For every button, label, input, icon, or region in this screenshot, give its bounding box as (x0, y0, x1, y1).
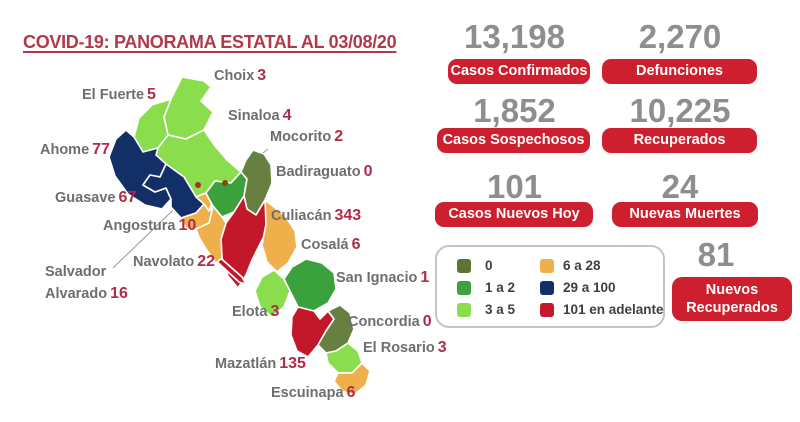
legend-label: 101 en adelante (563, 302, 664, 317)
legend-swatch-0 (457, 259, 471, 273)
municipality-value: 10 (178, 217, 197, 234)
deaths-badge: Defunciones (602, 59, 757, 84)
municipality-value: 3 (257, 67, 267, 84)
municipality-value: 6 (346, 384, 356, 401)
legend-label: 6 a 28 (563, 258, 601, 273)
suspected-cases-number: 1,852 (473, 92, 556, 129)
municipality-name: Cosalá (301, 237, 349, 253)
municipality-value: 0 (422, 313, 432, 330)
municipality-value: 343 (334, 207, 362, 224)
confirmed-cases-number: 13,198 (464, 18, 565, 55)
municipality-value: 0 (363, 163, 373, 180)
municipality-name: Mocorito (270, 129, 332, 145)
municipality-value: 6 (351, 236, 361, 253)
municipality-name: El Fuerte (82, 87, 145, 103)
label-culiacan: Culiacán 343 (271, 206, 361, 225)
label-escuinapa: Escuinapa 6 (271, 383, 355, 402)
municipality-name: Sinaloa (228, 108, 280, 124)
municipality-name: Navolato (133, 254, 195, 270)
legend-label: 1 a 2 (485, 280, 516, 295)
region-cosala (261, 199, 298, 273)
recovered-number: 10,225 (629, 92, 731, 129)
new-recovered-number: 81 (697, 236, 735, 273)
municipality-name: Culiacán (271, 208, 332, 224)
recovered-badge: Recuperados (602, 128, 757, 153)
municipality-name: Mazatlán (215, 356, 277, 372)
suspected-cases-badge: Casos Sospechosos (437, 128, 590, 153)
municipality-value: 3 (437, 339, 447, 356)
label-angostura: Angostura 10 (103, 216, 196, 235)
label-navolato: Navolato 22 (133, 252, 215, 271)
label-mazatlan: Mazatlán 135 (215, 354, 306, 373)
map-legend: 0 1 a 2 3 a 5 6 a 28 29 a 100 101 en ade… (435, 245, 665, 328)
legend-label: 29 a 100 (563, 280, 616, 295)
label-el-rosario: El Rosario 3 (363, 338, 447, 357)
label-sinaloa: Sinaloa 4 (228, 106, 291, 125)
municipality-name: Elota (232, 304, 268, 320)
label-ahome: Ahome 77 (40, 140, 110, 159)
legend-swatch-1 (457, 281, 471, 295)
label-concordia: Concordia 0 (348, 312, 432, 331)
confirmed-cases-badge: Casos Confirmados (448, 59, 590, 84)
legend-swatch-3 (540, 259, 554, 273)
municipality-name: Concordia (348, 314, 420, 330)
label-el-fuerte: El Fuerte 5 (82, 85, 156, 104)
legend-label: 3 a 5 (485, 302, 516, 317)
municipality-value: 22 (197, 253, 216, 270)
label-elota: Elota 3 (232, 302, 279, 321)
label-badiraguato: Badiraguato 0 (276, 162, 373, 181)
municipality-value: 135 (279, 355, 306, 372)
legend-swatch-5 (540, 303, 554, 317)
municipality-name: Escuinapa (271, 385, 344, 401)
label-guasave: Guasave 67 (55, 188, 136, 207)
municipality-value: 16 (110, 285, 128, 303)
city-marker-dot (222, 180, 228, 186)
municipality-name: Salvador Alvarado (45, 264, 108, 303)
legend-label: 0 (485, 258, 493, 273)
label-cosala: Cosalá 6 (301, 235, 360, 254)
municipality-name: El Rosario (363, 340, 435, 356)
region-choix (163, 76, 214, 140)
label-choix: Choix 3 (214, 66, 266, 85)
municipality-value: 3 (270, 303, 280, 320)
region-escuinapa (333, 362, 371, 396)
new-deaths-number: 24 (661, 168, 699, 205)
municipality-name: Ahome (40, 142, 90, 158)
new-deaths-badge: Nuevas Muertes (612, 202, 758, 227)
label-salvador-alvarado: Salvador Alvarado 16 (45, 261, 137, 306)
legend-swatch-2 (457, 303, 471, 317)
new-cases-badge: Casos Nuevos Hoy (435, 202, 593, 227)
municipality-name: Badiraguato (276, 164, 361, 180)
municipality-value: 67 (118, 189, 137, 206)
municipality-value: 4 (282, 107, 292, 124)
legend-swatch-4 (540, 281, 554, 295)
municipality-value: 1 (420, 269, 430, 286)
region-badiraguato (240, 149, 273, 216)
page-title: COVID-19: PANORAMA ESTATAL AL 03/08/20 (23, 32, 397, 52)
region-navolato (195, 205, 227, 264)
deaths-number: 2,270 (638, 18, 722, 55)
new-cases-number: 101 (486, 168, 543, 205)
label-san-ignacio: San Ignacio 1 (336, 268, 429, 287)
municipality-name: Guasave (55, 190, 116, 206)
municipality-name: San Ignacio (336, 270, 418, 286)
new-recovered-badge: Nuevos Recuperados (672, 277, 792, 321)
municipality-value: 2 (334, 128, 344, 145)
region-san-ignacio (283, 258, 337, 312)
municipality-name: Angostura (103, 218, 176, 234)
municipality-value: 5 (147, 86, 156, 103)
city-marker-dot (195, 182, 201, 188)
municipality-value: 77 (92, 141, 110, 158)
municipality-name: Choix (214, 68, 255, 84)
label-mocorito: Mocorito 2 (270, 127, 343, 146)
